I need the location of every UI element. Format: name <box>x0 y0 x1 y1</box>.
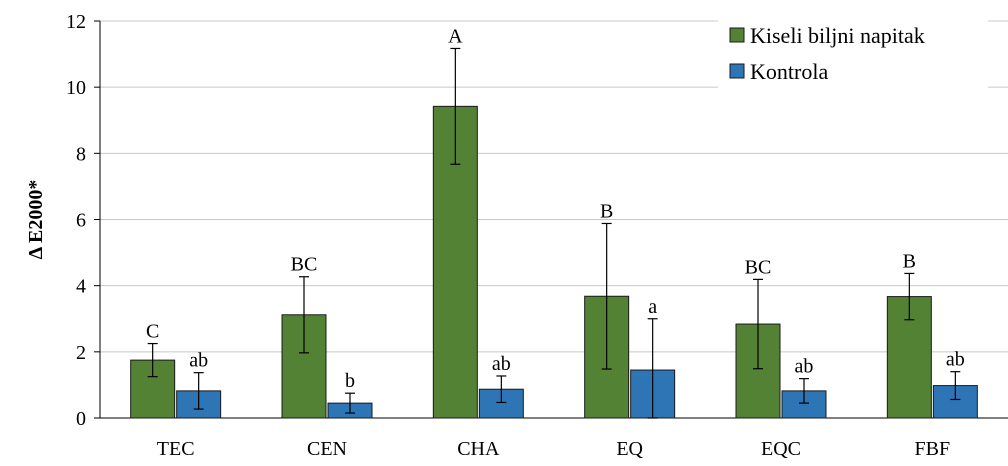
significance-label: BC <box>745 256 772 278</box>
y-tick-label: 0 <box>76 408 86 430</box>
significance-label: A <box>448 25 463 47</box>
x-tick-label: CEN <box>307 438 347 460</box>
y-tick-label: 10 <box>66 77 86 99</box>
legend-label: Kiseli biljni napitak <box>750 23 925 48</box>
axes: 0 2 4 6 8 10 12 TEC CEN CHA EQ EQC FBF <box>66 11 1008 460</box>
significance-label: BC <box>291 254 318 276</box>
x-tick-label: EQ <box>616 438 643 460</box>
significance-label: ab <box>492 353 511 375</box>
x-tick-label: FBF <box>915 438 951 460</box>
legend-swatch <box>729 27 745 43</box>
y-tick-label: 6 <box>76 210 86 232</box>
significance-label: ab <box>946 349 965 371</box>
legend-background <box>718 16 988 98</box>
y-tick-label: 2 <box>76 342 86 364</box>
y-axis-title: Δ E2000* <box>25 180 47 260</box>
legend-swatch <box>729 63 745 79</box>
x-tick-label: CHA <box>457 438 500 460</box>
error-bars <box>147 47 961 419</box>
y-tick-label: 12 <box>66 11 86 33</box>
significance-labels: Cab BC b Aab Ba BC ab Bab <box>146 25 965 392</box>
legend-label: Kontrola <box>750 59 828 84</box>
x-tick-label: EQC <box>761 438 801 460</box>
significance-label: ab <box>189 350 208 372</box>
y-tick-label: 4 <box>76 276 86 298</box>
significance-label: C <box>146 321 159 343</box>
x-tick-label: TEC <box>157 438 195 460</box>
significance-label: a <box>648 296 657 318</box>
legend: Kiseli biljni napitak Kontrola <box>718 16 988 98</box>
gridlines <box>100 20 1008 353</box>
significance-label: ab <box>795 356 814 378</box>
significance-label: B <box>600 200 613 222</box>
y-tick-label: 8 <box>76 143 86 165</box>
significance-label: B <box>903 250 916 272</box>
significance-label: b <box>345 370 355 392</box>
